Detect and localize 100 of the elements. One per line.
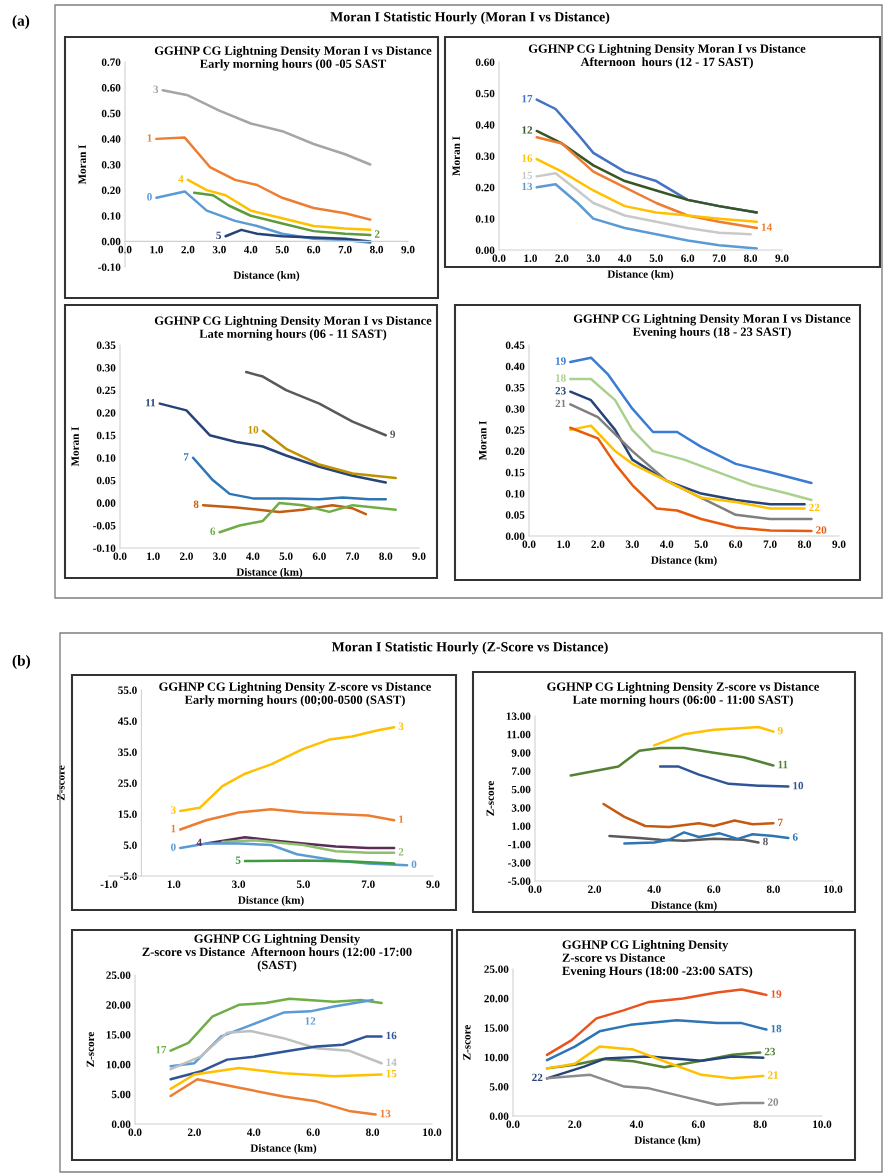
x-tick-label: 8.0 (379, 552, 393, 561)
line-series (261, 429, 397, 480)
x-tick-label: 5.0 (649, 254, 663, 263)
y-tick-label: 11.00 (507, 730, 531, 739)
x-tick-label: 3.0 (212, 245, 226, 254)
x-tick-label: 4.0 (617, 254, 632, 263)
x-axis-title: Distance (km) (634, 1136, 701, 1147)
x-tick-label: 4.0 (247, 1128, 261, 1137)
x-tick-label: 0.0 (492, 254, 506, 263)
x-tick-label: 1.0 (167, 880, 181, 889)
line-series (569, 377, 813, 502)
line-series (569, 356, 813, 485)
series-label: 16 (386, 1031, 397, 1040)
series-label: 17 (156, 1046, 167, 1054)
line-series (545, 1073, 765, 1107)
x-tick-label: 9.0 (401, 245, 415, 254)
series-label: 1 (147, 134, 152, 142)
line-series (192, 191, 372, 237)
y-tick-label: 0.40 (505, 362, 525, 371)
line-series (569, 424, 806, 510)
x-tick-label: 4.0 (629, 1120, 644, 1129)
y-tick-label: 20.00 (484, 994, 509, 1003)
x-tick-label: 9.0 (775, 254, 789, 263)
series-label: 15 (386, 1069, 397, 1078)
y-axis-title: Z-score (57, 765, 65, 801)
y-tick-label: 15.0 (118, 810, 137, 819)
x-tick-label: 6.0 (307, 245, 321, 254)
line-series (535, 182, 759, 250)
chart-title: GGHNP CG Lightning Density Z-score vs Distance (159, 682, 432, 694)
line-series (535, 157, 759, 224)
chart-subtitle: Z-score vs Distance Evening Hours (18:00 -23:00 SATS) (562, 953, 753, 978)
x-tick-label: 5.0 (275, 245, 289, 254)
series-label: 11 (146, 398, 156, 407)
y-tick-label: 0.10 (475, 215, 495, 223)
x-tick-label: 2.0 (179, 552, 193, 561)
x-axis-title: Distance (km) (233, 271, 300, 282)
y-axis-title: Moran I (452, 136, 460, 176)
x-tick-label: 5.0 (296, 880, 310, 889)
line-series (186, 178, 372, 232)
y-tick-label: 0.30 (96, 364, 116, 372)
line-series (169, 1029, 383, 1071)
series-label: 0 (170, 843, 176, 851)
line-series (535, 135, 759, 230)
y-tick-label: 0.45 (505, 341, 525, 350)
y-tick-label: 55.0 (118, 686, 137, 695)
line-series (161, 88, 372, 166)
y-tick-label: -1.00 (508, 840, 531, 849)
x-tick-label: 9.0 (412, 552, 426, 561)
x-tick-label: 3.0 (232, 880, 246, 889)
x-tick-label: 10.0 (423, 1128, 442, 1137)
x-tick-label: 7.0 (763, 540, 777, 549)
series-label: 21 (767, 1071, 778, 1079)
line-series (158, 402, 388, 484)
chart-subtitle: Early morning hours (00 -05 SAST (199, 59, 387, 71)
y-tick-label: 0.00 (475, 246, 495, 255)
line-series (218, 501, 397, 534)
x-tick-label: -1.0 (100, 880, 118, 889)
x-tick-label: 7.0 (712, 254, 726, 263)
y-axis-title: Moran I (71, 426, 79, 467)
series-label: 5 (216, 231, 222, 240)
series-label: 16 (522, 154, 533, 162)
y-tick-label: 35.0 (118, 748, 137, 757)
line-series (169, 1035, 383, 1081)
x-tick-label: 6.0 (681, 254, 695, 263)
x-tick-label: 6.0 (691, 1120, 705, 1129)
x-tick-label: 0.0 (113, 552, 127, 561)
series-label: 20 (816, 526, 827, 534)
series-label: 8 (763, 837, 768, 846)
series-label: 20 (767, 1098, 779, 1106)
y-tick-label: -5.00 (508, 877, 531, 886)
y-tick-label: 45.0 (117, 717, 137, 726)
x-tick-label: 3.0 (586, 254, 600, 263)
x-axis-title: Distance (km) (651, 556, 717, 567)
series-label: 2 (374, 230, 380, 238)
series-label: 0 (147, 193, 152, 201)
line-series (608, 834, 760, 844)
x-tick-label: 3.0 (213, 552, 227, 561)
series-label: 7 (184, 453, 189, 461)
y-tick-label: 0.35 (96, 341, 116, 350)
x-tick-label: 0.0 (118, 245, 132, 254)
y-tick-label: 0.10 (101, 212, 121, 220)
series-label: 5 (235, 856, 241, 864)
x-tick-label: 8.0 (753, 1120, 767, 1129)
y-axis-title: Moran I (78, 144, 86, 185)
line-series (623, 831, 790, 845)
x-axis-title: Distance (km) (607, 270, 674, 281)
line-series (244, 370, 388, 437)
x-tick-label: 8.0 (743, 254, 758, 263)
x-tick-label: 2.0 (555, 254, 569, 263)
line-series (179, 725, 396, 813)
chart-title: GGHNP CG Lightning Density Moran I vs Distance (528, 44, 806, 56)
y-tick-label: 0.50 (101, 109, 121, 118)
y-tick-label: 0.25 (505, 426, 525, 434)
y-tick-label: 25.00 (484, 965, 509, 974)
x-tick-label: 2.0 (181, 245, 195, 254)
x-tick-label: 2.0 (591, 540, 605, 549)
line-series (569, 746, 775, 777)
line-series (652, 725, 775, 747)
series-label: 19 (771, 990, 782, 998)
y-tick-label: -0.05 (93, 521, 116, 530)
